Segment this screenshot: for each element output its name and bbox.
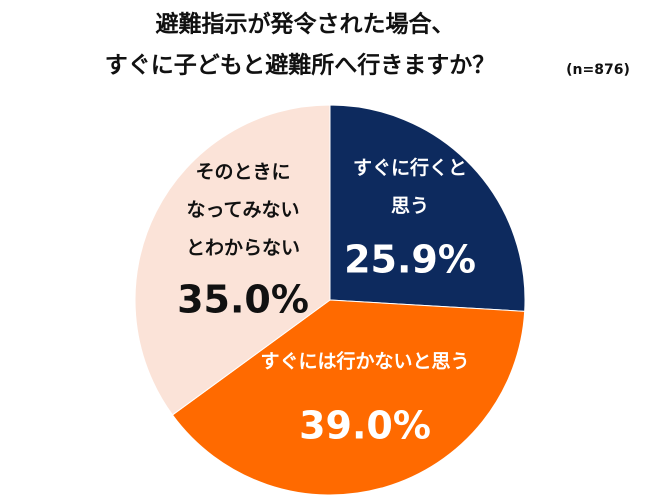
pie-slice (171, 299, 526, 496)
value-label: 35.0% (177, 278, 309, 322)
pie-slice (134, 104, 331, 416)
chart-title: すぐに子どもと避難所へ行きますか？ (105, 52, 496, 79)
chart-subtitle: (n=876) (566, 62, 630, 78)
chart-title: 避難指示が発令された場合、 (156, 11, 455, 38)
value-label: 39.0% (299, 404, 431, 448)
value-label: 25.9% (344, 238, 476, 282)
slice-label: そのときになってみないとわからない (186, 161, 300, 259)
pie-slice (329, 104, 526, 312)
slice-label: すぐに行くと思う (353, 156, 467, 217)
slice-label: すぐには行かないと思う (260, 350, 469, 373)
